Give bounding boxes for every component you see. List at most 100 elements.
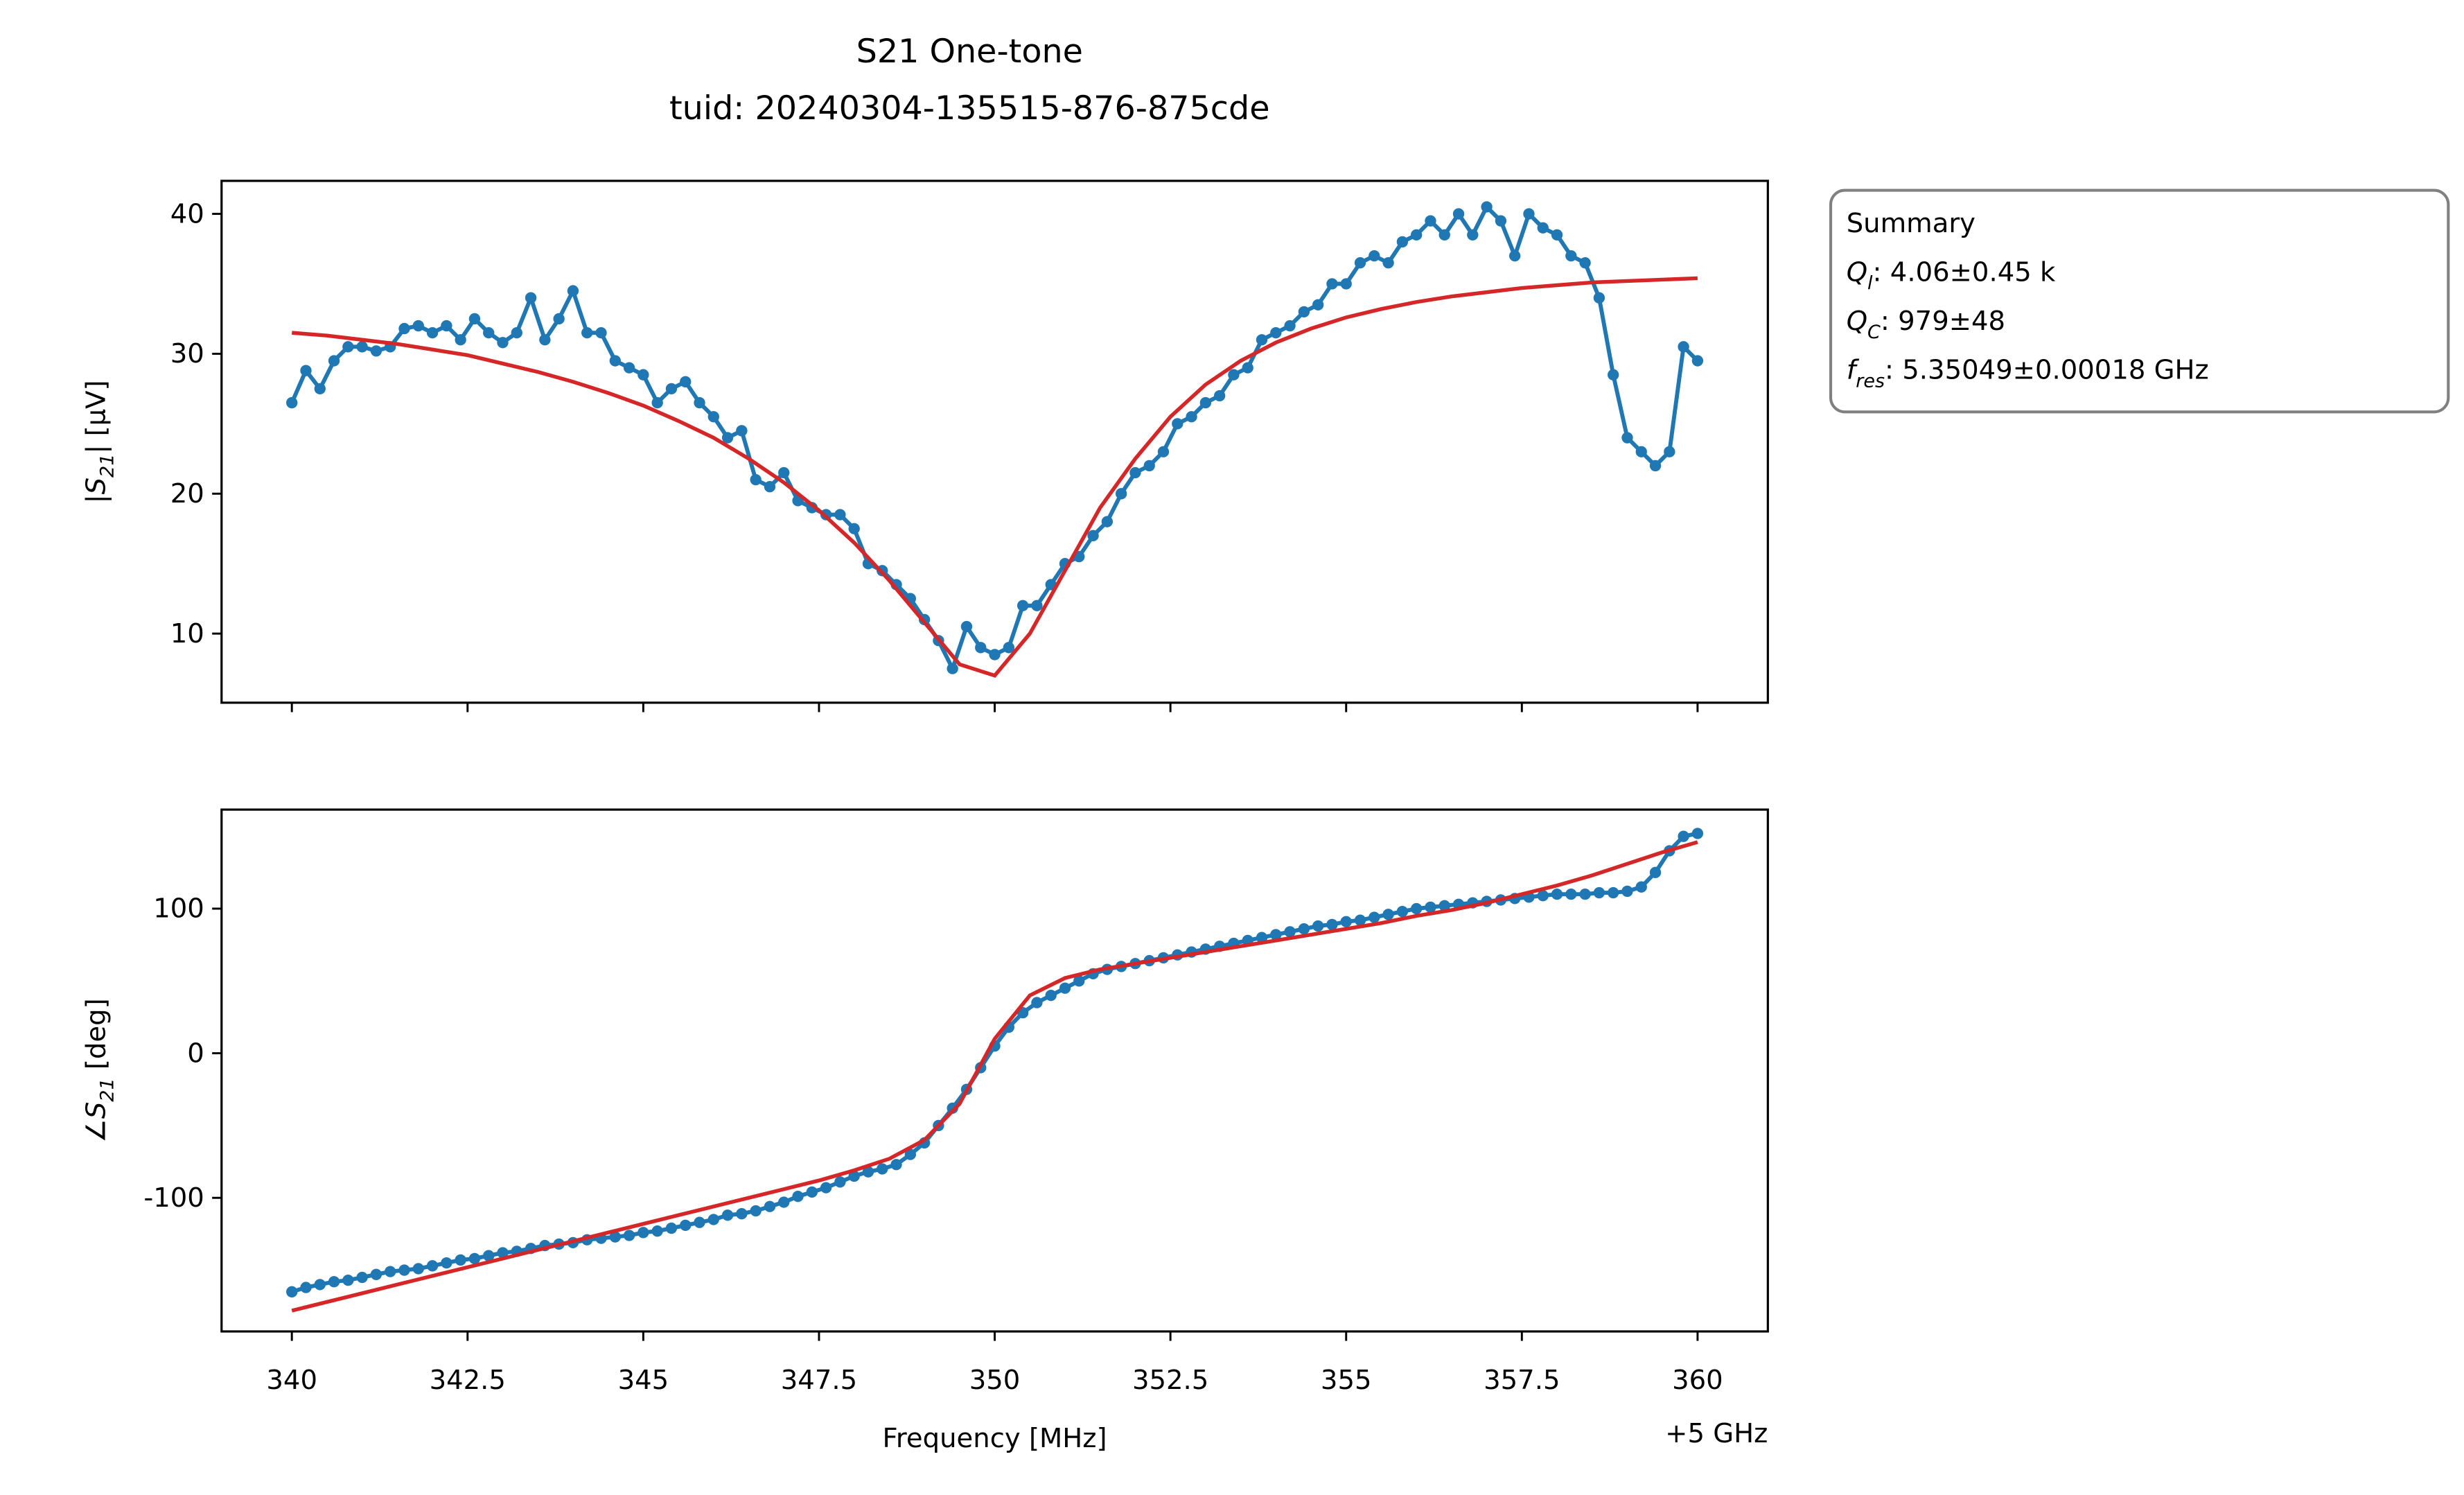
- data-point: [1425, 901, 1436, 913]
- data-point: [764, 481, 776, 493]
- data-point: [1242, 362, 1253, 374]
- data-point: [1382, 257, 1394, 269]
- series-line: [291, 276, 1698, 678]
- data-point: [651, 396, 663, 409]
- label-part: 21: [97, 1078, 118, 1101]
- data-point: [1410, 229, 1423, 241]
- data-point: [947, 663, 958, 674]
- data-point: [1003, 642, 1015, 654]
- y-tick-label: 30: [170, 338, 204, 369]
- data-point: [1509, 250, 1521, 262]
- data-point: [1635, 446, 1647, 457]
- data-point: [1284, 926, 1296, 938]
- data-point: [1438, 229, 1450, 241]
- y-tick-label: 40: [170, 198, 204, 229]
- data-point: [848, 1170, 860, 1182]
- y-tick-label: 20: [170, 478, 204, 509]
- data-point: [1354, 914, 1366, 926]
- data-point: [1087, 530, 1099, 542]
- data-point: [721, 432, 734, 444]
- data-point: [1228, 369, 1240, 381]
- data-point: [1593, 292, 1605, 304]
- x-tick-label: 350: [969, 1365, 1021, 1396]
- data-point: [989, 649, 1001, 661]
- data-point: [736, 1208, 748, 1220]
- data-point: [1551, 229, 1563, 241]
- data-point: [1270, 326, 1282, 339]
- data-point: [1565, 250, 1577, 262]
- data-point: [483, 326, 495, 339]
- data-point: [1438, 900, 1450, 911]
- data-point: [370, 1268, 382, 1280]
- data-point: [637, 1227, 649, 1239]
- data-point: [1608, 369, 1619, 381]
- data-point: [707, 411, 719, 423]
- label-part: [deg]: [80, 998, 112, 1078]
- data-point: [1101, 516, 1114, 527]
- label: QC: 979±48: [1847, 306, 2005, 344]
- data-point: [398, 322, 410, 335]
- data-point: [412, 320, 424, 332]
- data-point: [1593, 886, 1605, 899]
- x-offset-label: +5 GHz: [1665, 1418, 1768, 1449]
- data-point: [342, 341, 354, 353]
- data-point: [1340, 278, 1352, 290]
- data-point: [778, 1196, 790, 1208]
- data-point: [877, 1163, 888, 1175]
- label-part: S: [80, 478, 112, 494]
- x-tick-label: 342.5: [430, 1365, 506, 1396]
- data-point: [806, 1186, 818, 1198]
- label: Ql: 4.06±0.45 k: [1847, 256, 2056, 294]
- data-point: [441, 1257, 452, 1269]
- data-point: [1073, 975, 1085, 987]
- data-point: [1157, 446, 1170, 457]
- data-point: [721, 1209, 734, 1221]
- y-tick-label: -100: [143, 1182, 204, 1214]
- data-point: [947, 1102, 958, 1114]
- data-point: [623, 1230, 635, 1241]
- data-point: [1579, 257, 1591, 269]
- data-point: [834, 509, 846, 521]
- data-point: [468, 313, 481, 325]
- data-point: [637, 369, 649, 381]
- data-point: [1213, 390, 1226, 402]
- data-point: [441, 320, 452, 332]
- label-part: ∠: [80, 1119, 112, 1143]
- data-point: [1452, 208, 1465, 220]
- data-point: [1678, 830, 1689, 842]
- data-point: [1537, 222, 1549, 234]
- series-line: [291, 840, 1698, 1313]
- summary-title: Summary: [1847, 208, 1975, 239]
- label-part: S: [80, 1102, 112, 1119]
- data-point: [651, 1225, 663, 1237]
- data-point: [890, 1159, 902, 1171]
- data-point: [904, 1148, 916, 1160]
- data-point: [1199, 396, 1212, 409]
- data-point: [525, 292, 537, 304]
- data-point: [300, 365, 312, 376]
- data-point: [468, 1252, 481, 1265]
- data-point: [862, 1166, 874, 1178]
- label-part: : 979±48: [1881, 306, 2005, 337]
- label-part: Q: [1847, 256, 1867, 288]
- x-tick-label: 360: [1672, 1365, 1723, 1396]
- data-point: [328, 1276, 340, 1288]
- label-part: C: [1867, 322, 1881, 343]
- data-point: [834, 1176, 846, 1188]
- data-point: [1017, 600, 1029, 611]
- data-point: [1608, 886, 1619, 899]
- label-part: res: [1856, 370, 1885, 392]
- data-point: [1664, 446, 1675, 457]
- data-point: [553, 313, 565, 325]
- data-point: [1691, 828, 1704, 839]
- data-point: [1298, 923, 1310, 935]
- y-tick-label: 10: [170, 618, 204, 649]
- data-point: [1649, 460, 1662, 472]
- label-part: : 4.06±0.45 k: [1873, 256, 2056, 288]
- data-point: [286, 396, 298, 409]
- data-point: [483, 1250, 495, 1261]
- data-point: [1312, 920, 1324, 932]
- data-point: [511, 326, 522, 339]
- x-tick-label: 347.5: [781, 1365, 857, 1396]
